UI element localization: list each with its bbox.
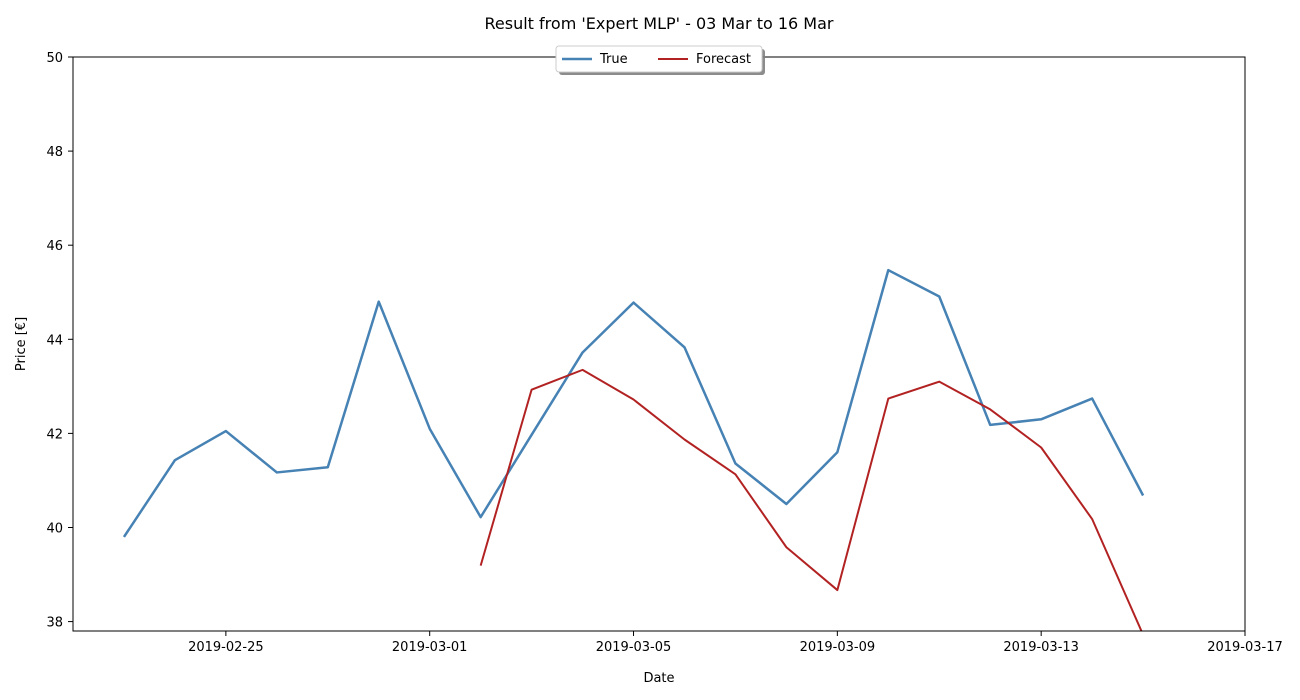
x-axis: 2019-02-25 2019-03-01 2019-03-05 2019-03-09…	[188, 631, 1283, 655]
legend-label-true: True	[599, 52, 628, 67]
x-tick-label: 2019-03-13	[1003, 640, 1079, 655]
y-tick-label: 50	[46, 51, 63, 66]
legend: True Forecast	[555, 45, 765, 75]
y-tick-label: 48	[46, 145, 63, 160]
chart-title: Result from 'Expert MLP' - 03 Mar to 16 …	[485, 14, 834, 33]
y-tick-label: 38	[46, 616, 63, 631]
legend-label-forecast: Forecast	[696, 52, 751, 67]
plot-frame	[72, 56, 1246, 632]
y-tick-label: 42	[46, 427, 63, 442]
y-axis-label: Price [€]	[14, 317, 29, 371]
y-tick-label: 40	[46, 521, 63, 536]
y-axis: 38 40 42 44 46 48 50	[46, 51, 73, 631]
x-tick-label: 2019-03-17	[1207, 640, 1283, 655]
x-tick-label: 2019-02-25	[188, 640, 264, 655]
y-tick-label: 46	[46, 239, 63, 254]
series-line-forecast	[479, 368, 1143, 631]
series-layer	[122, 268, 1145, 631]
y-tick-label: 44	[46, 333, 63, 348]
x-tick-label: 2019-03-09	[800, 640, 876, 655]
series-line-true	[122, 268, 1145, 538]
x-tick-label: 2019-03-01	[392, 640, 468, 655]
x-axis-label: Date	[643, 671, 674, 686]
x-tick-label: 2019-03-05	[596, 640, 672, 655]
